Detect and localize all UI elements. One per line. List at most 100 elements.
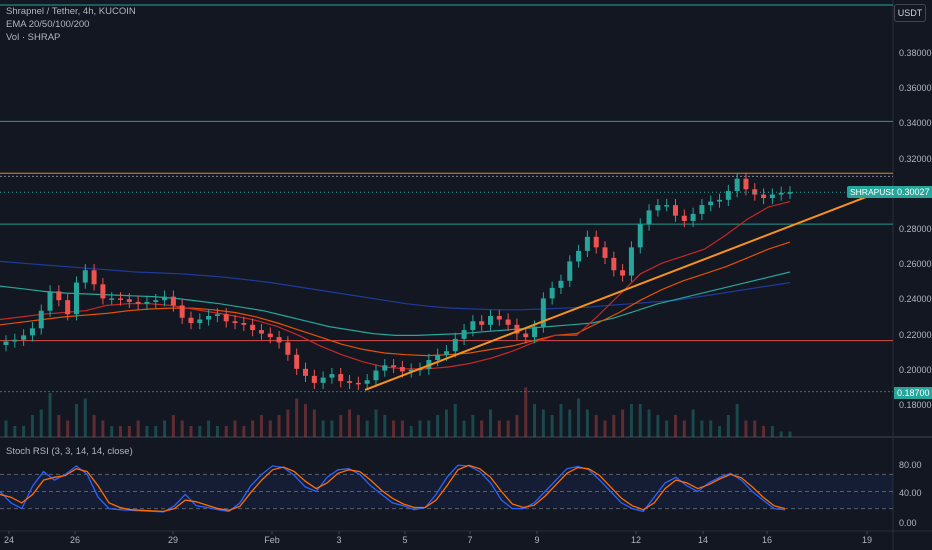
- rsi-tick: 80.00: [899, 460, 922, 470]
- candle-body: [452, 338, 458, 352]
- candle-body: [320, 377, 326, 383]
- price-tick: 0.38000: [899, 48, 932, 58]
- candle-body: [73, 282, 79, 315]
- candle-body: [540, 298, 546, 327]
- volume-bar: [444, 409, 448, 437]
- volume-bar: [735, 404, 739, 437]
- volume-bar: [621, 409, 625, 437]
- candle-body: [197, 319, 203, 324]
- volume-bar: [304, 404, 308, 437]
- volume-bar: [101, 420, 105, 437]
- volume-bar: [215, 426, 219, 437]
- candle-body: [109, 298, 115, 300]
- candle-body: [699, 205, 705, 214]
- candle-body: [584, 236, 590, 251]
- volume-bar: [74, 404, 78, 437]
- volume-bar: [744, 420, 748, 437]
- time-tick: 26: [69, 535, 81, 545]
- volume-bar: [207, 420, 211, 437]
- volume-bar: [233, 420, 237, 437]
- time-tick: 29: [167, 535, 179, 545]
- volume-bar: [180, 420, 184, 437]
- candle-body: [329, 374, 335, 378]
- volume-bar: [427, 420, 431, 437]
- horizontal-level-label: 0.18700: [894, 387, 932, 399]
- volume-bar: [163, 420, 167, 437]
- ema-legend[interactable]: EMA 20/50/100/200: [6, 19, 90, 30]
- volume-bar: [330, 420, 334, 437]
- volume-bar: [515, 415, 519, 437]
- candle-body: [567, 261, 573, 281]
- candle-body: [126, 299, 132, 302]
- volume-legend[interactable]: Vol · SHRAP: [6, 32, 61, 43]
- volume-bar: [488, 409, 492, 437]
- volume-bar: [585, 409, 589, 437]
- candle-body: [523, 333, 529, 338]
- candle-body: [285, 342, 291, 355]
- volume-bar: [365, 420, 369, 437]
- candle-body: [717, 199, 723, 202]
- candle-body: [241, 323, 247, 325]
- time-tick: Feb: [264, 535, 280, 545]
- candle-body: [778, 192, 784, 195]
- volume-bar: [779, 431, 783, 437]
- time-tick: 24: [3, 535, 15, 545]
- candle-body: [505, 319, 511, 325]
- currency-selector[interactable]: USDT: [894, 4, 926, 22]
- volume-bar: [92, 415, 96, 437]
- candle-body: [532, 326, 538, 338]
- price-tick: 0.22000: [899, 330, 932, 340]
- candle-body: [3, 341, 9, 346]
- volume-bar: [497, 420, 501, 437]
- candle-body: [162, 296, 168, 301]
- candle-body: [206, 316, 212, 320]
- candle-body: [223, 314, 229, 322]
- candle-body: [250, 324, 256, 331]
- volume-bar: [673, 415, 677, 437]
- candle-body: [734, 178, 740, 192]
- candle-body: [681, 215, 687, 221]
- candle-body: [364, 380, 370, 384]
- candle-body: [347, 381, 353, 383]
- candle-body: [558, 280, 564, 288]
- candle-body: [743, 178, 749, 190]
- candle-body: [153, 300, 159, 302]
- volume-bar: [22, 426, 26, 437]
- symbol-title[interactable]: Shrapnel / Tether, 4h, KUCOIN: [6, 6, 136, 17]
- volume-bar: [656, 415, 660, 437]
- candle-body: [628, 247, 634, 276]
- stoch-d-line: [0, 464, 786, 513]
- volume-bar: [224, 426, 228, 437]
- volume-bar: [418, 420, 422, 437]
- candle-body: [232, 321, 238, 324]
- symbol-price-tag: SHRAPUSDT: [847, 186, 906, 198]
- candle-body: [170, 296, 176, 306]
- candle-body: [91, 270, 97, 285]
- volume-bar: [682, 420, 686, 437]
- candle-body: [787, 192, 793, 194]
- volume-bar: [568, 409, 572, 437]
- candle-body: [664, 205, 670, 207]
- candle-body: [391, 365, 397, 368]
- candle-body: [752, 189, 758, 195]
- candle-body: [672, 205, 678, 216]
- volume-bar: [647, 409, 651, 437]
- price-tick: 0.34000: [899, 118, 932, 128]
- volume-bar: [709, 420, 713, 437]
- volume-bar: [110, 426, 114, 437]
- candle-body: [443, 351, 449, 355]
- candle-body: [470, 321, 476, 331]
- candle-body: [65, 300, 71, 315]
- rsi-tick: 0.00: [899, 518, 917, 528]
- volume-bar: [453, 404, 457, 437]
- candle-body: [267, 333, 273, 338]
- price-tick: 0.24000: [899, 294, 932, 304]
- ema-200-line: [0, 260, 791, 311]
- candle-body: [38, 310, 44, 329]
- volume-bar: [189, 426, 193, 437]
- candle-body: [708, 201, 714, 206]
- stoch-rsi-legend[interactable]: Stoch RSI (3, 3, 14, 14, close): [6, 446, 133, 457]
- volume-bar: [242, 426, 246, 437]
- volume-bar: [753, 420, 757, 437]
